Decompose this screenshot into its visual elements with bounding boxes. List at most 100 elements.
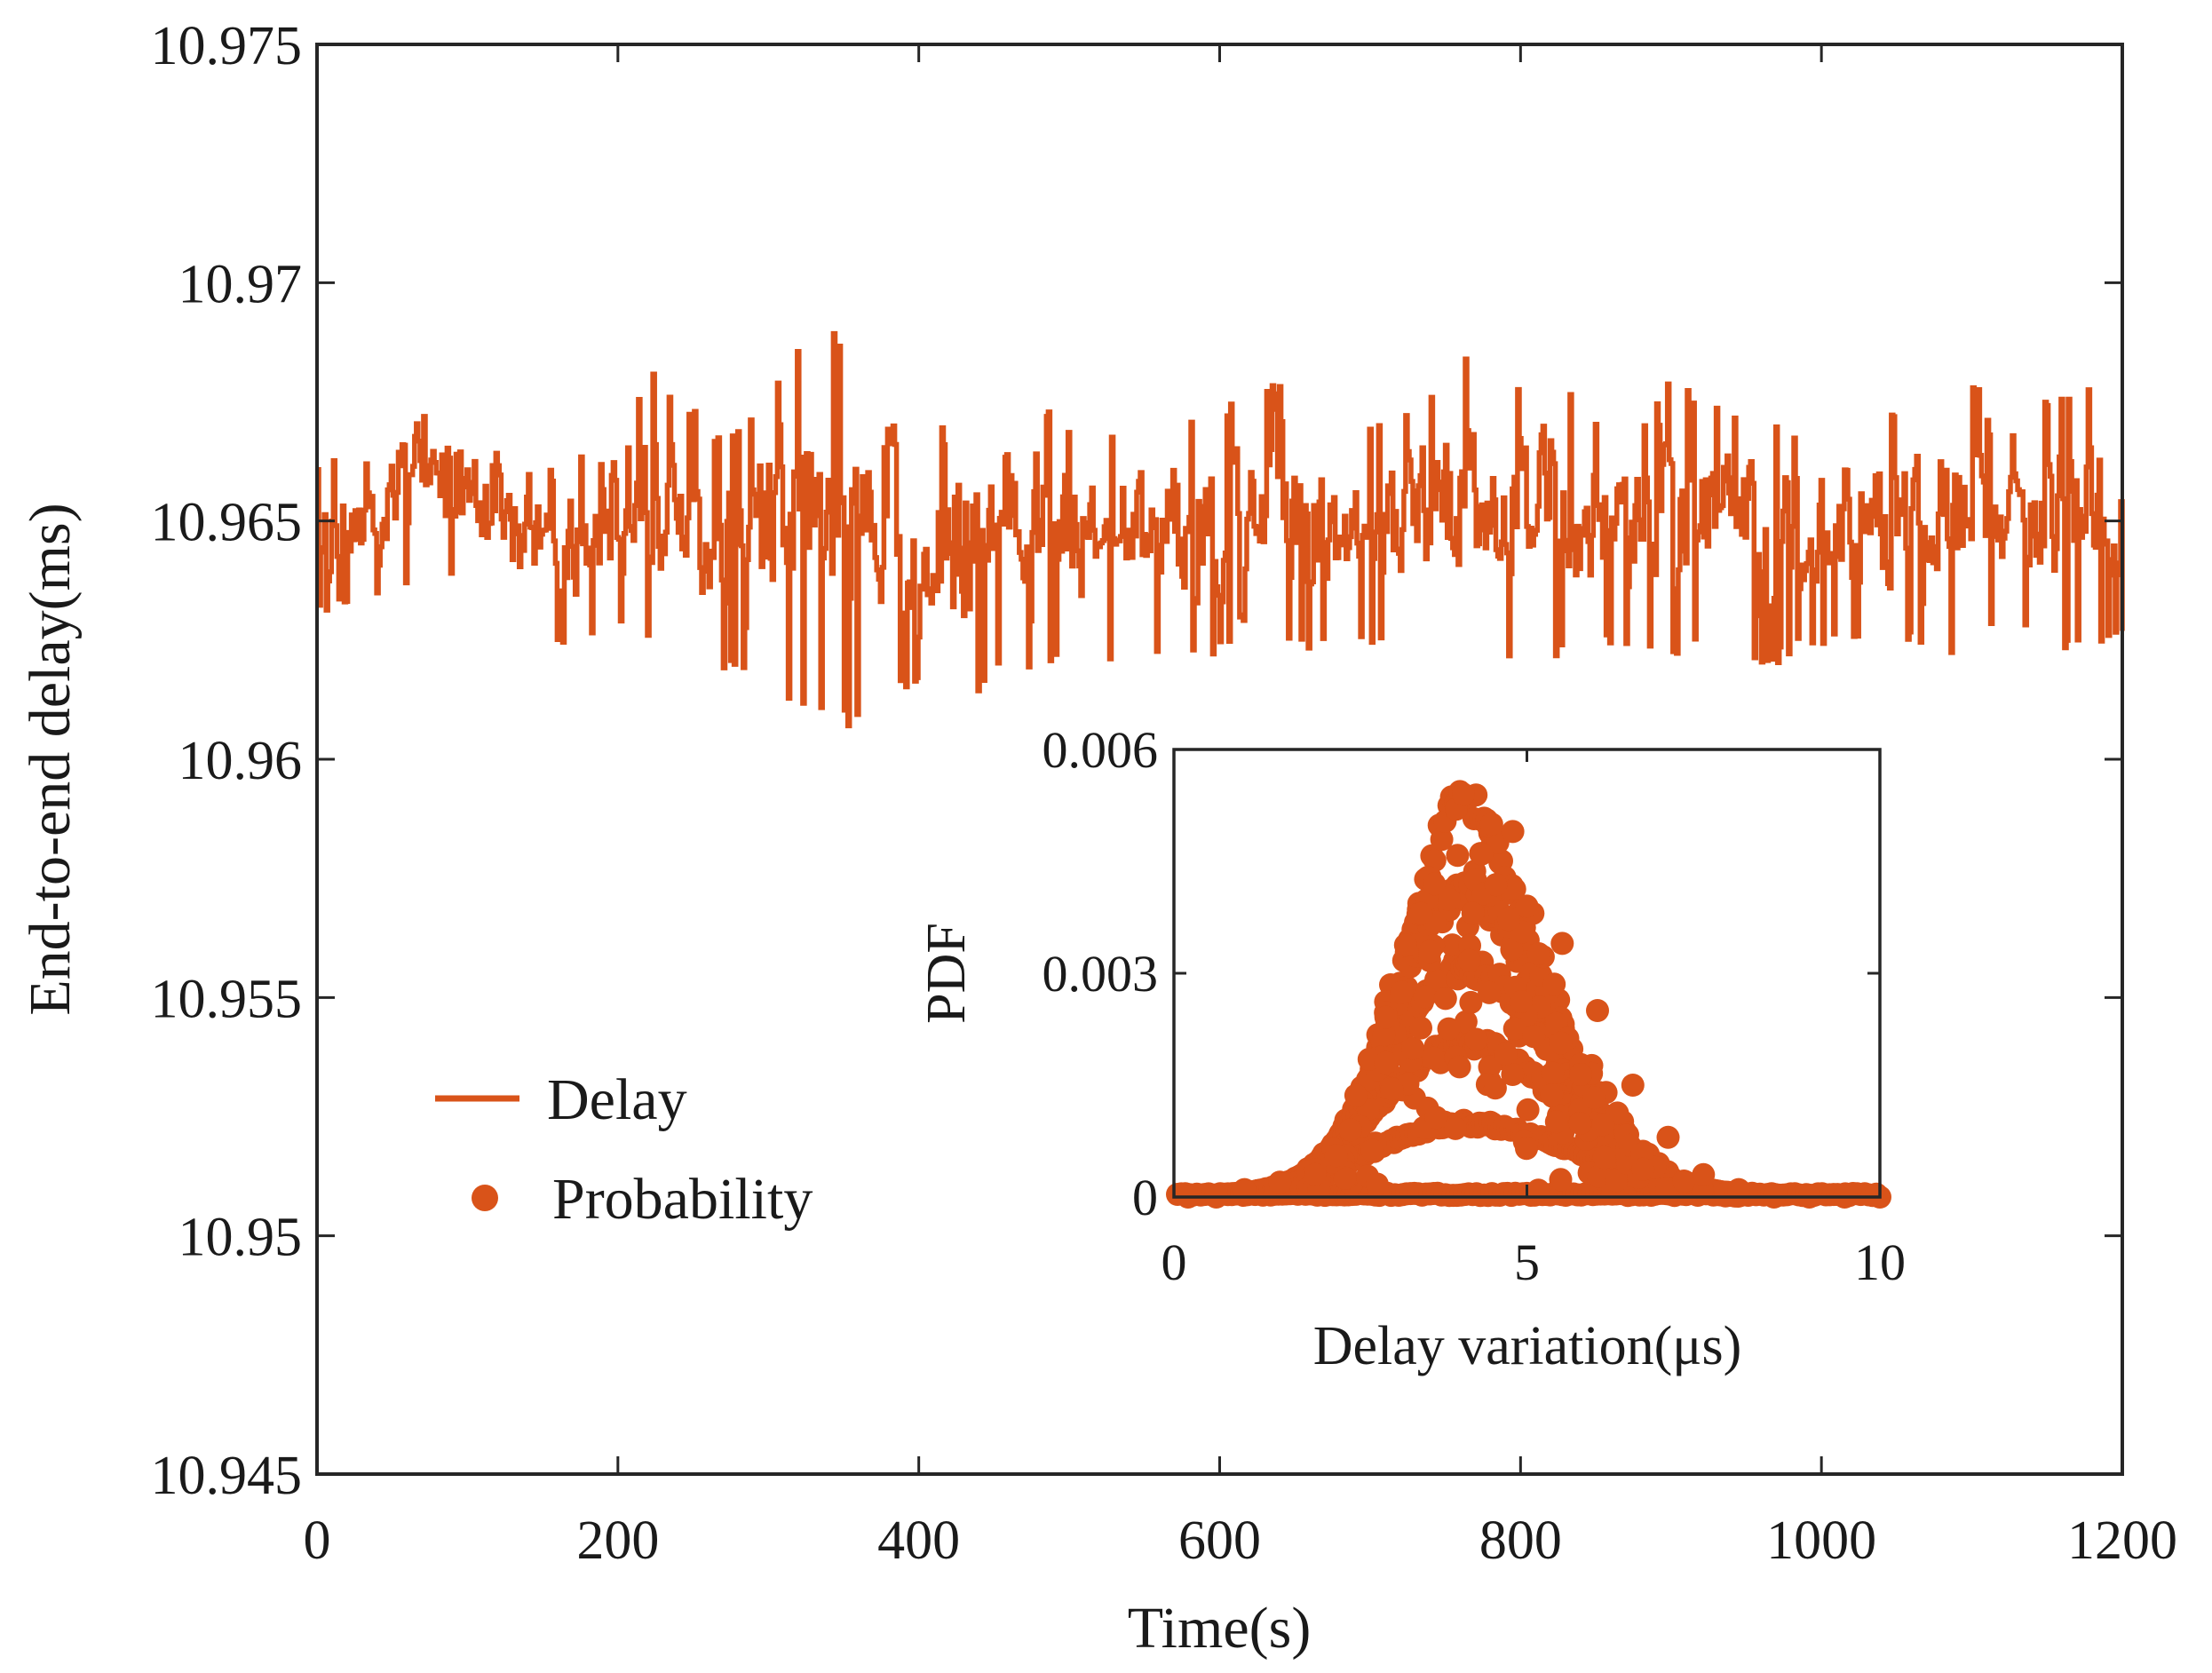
inset-x-ticks: 0 5 10 — [1161, 749, 1906, 1291]
y-tick-label: 10.95 — [178, 1208, 303, 1268]
pdf-point — [1446, 844, 1470, 868]
x-tick-label: 400 — [877, 1510, 960, 1571]
inset-x-tick-label: 10 — [1854, 1233, 1906, 1291]
pdf-point — [1390, 980, 1414, 1004]
pdf-point — [1526, 942, 1550, 965]
pdf-point — [1372, 1023, 1396, 1047]
x-axis-label: Time(s) — [1128, 1596, 1312, 1661]
pdf-point — [1438, 887, 1461, 911]
pdf-point — [1338, 1118, 1362, 1142]
pdf-point — [1522, 1025, 1546, 1049]
y-tick-label: 10.945 — [151, 1446, 303, 1506]
inset-x-tick-label: 5 — [1514, 1233, 1540, 1291]
pdf-point — [1540, 1083, 1564, 1106]
legend-label-probability: Probability — [552, 1167, 813, 1232]
main-x-ticks: 0 200 400 600 800 1000 1200 — [304, 44, 2177, 1571]
pdf-point — [1440, 933, 1464, 957]
pdf-point — [1401, 1036, 1425, 1060]
pdf-point — [1502, 877, 1526, 901]
pdf-point — [1447, 1055, 1471, 1079]
pdf-point — [1494, 1042, 1518, 1066]
pdf-point — [1621, 1074, 1645, 1097]
inset-x-axis-label: Delay variation(μs) — [1313, 1316, 1742, 1376]
legend-dot-marker — [472, 1185, 498, 1211]
y-tick-label: 10.975 — [151, 16, 303, 76]
pdf-point — [1549, 1031, 1573, 1055]
pdf-point — [1409, 1016, 1432, 1040]
pdf-point — [1479, 813, 1503, 836]
pdf-point — [1631, 1157, 1655, 1181]
pdf-point — [1656, 1125, 1680, 1149]
pdf-point — [1324, 1144, 1348, 1168]
pdf-point — [1502, 1017, 1526, 1041]
pdf-point — [1541, 1061, 1565, 1085]
pdf-point — [1478, 980, 1502, 1004]
inset-y-tick-label: 0.006 — [1043, 721, 1159, 779]
delay-series-group — [316, 330, 2125, 729]
pdf-point — [1692, 1162, 1716, 1186]
y-tick-label: 10.955 — [151, 969, 303, 1029]
y-tick-label: 10.97 — [178, 254, 303, 314]
pdf-point — [1422, 1046, 1445, 1070]
legend-label-delay: Delay — [547, 1067, 687, 1132]
pdf-point — [1478, 1055, 1502, 1079]
inset-chart: 0 5 10 0 0.003 0.006 Delay variation(μs) PDF — [916, 721, 1906, 1376]
pdf-point — [1424, 1106, 1448, 1130]
x-tick-label: 600 — [1178, 1510, 1261, 1571]
pdf-point — [1461, 901, 1485, 925]
pdf-point — [1592, 1146, 1616, 1170]
pdf-point — [1654, 1177, 1678, 1201]
pdf-point — [1452, 782, 1475, 806]
pdf-point — [1418, 940, 1442, 963]
pdf-point — [1470, 842, 1494, 866]
pdf-point — [1591, 1113, 1615, 1137]
main-chart: 0 200 400 600 800 1000 1200 10.94510.9510.9551… — [18, 16, 2177, 1661]
pdf-point — [1409, 901, 1433, 925]
pdf-point — [1374, 1051, 1398, 1074]
pdf-point — [1582, 1086, 1606, 1110]
pdf-point — [1605, 1169, 1628, 1193]
pdf-point — [1515, 894, 1539, 918]
pdf-point — [1550, 932, 1574, 955]
pdf-point — [1365, 1172, 1389, 1196]
x-tick-label: 800 — [1479, 1510, 1562, 1571]
pdf-point — [1304, 1162, 1327, 1186]
pdf-point — [1542, 972, 1566, 996]
y-tick-label: 10.96 — [178, 731, 303, 791]
inset-x-tick-label: 0 — [1161, 1233, 1187, 1291]
pdf-point — [1380, 1077, 1404, 1101]
pdf-point — [1437, 1017, 1461, 1041]
pdf-point — [1516, 1098, 1540, 1122]
delay-series-line — [316, 330, 2125, 729]
x-tick-label: 1200 — [2067, 1510, 2177, 1571]
pdf-point — [1501, 820, 1525, 844]
pdf-point — [1569, 1063, 1593, 1086]
y-axis-label: End-to-end delay(ms) — [18, 503, 83, 1015]
pdf-point — [1393, 933, 1417, 957]
inset-y-tick-label: 0.003 — [1043, 945, 1159, 1003]
pdf-point — [1672, 1170, 1696, 1193]
inset-y-tick-label: 0 — [1132, 1169, 1158, 1226]
pdf-point — [1544, 1110, 1568, 1134]
pdf-point — [1464, 1027, 1488, 1051]
pdf-point — [1374, 1005, 1398, 1029]
pdf-point — [1501, 1063, 1525, 1086]
x-tick-label: 0 — [304, 1510, 331, 1571]
pdf-point — [1423, 872, 1447, 896]
pdf-point — [1509, 990, 1533, 1013]
main-y-ticks: 10.945 10.95 10.955 10.96 10.965 10.97 10.975 — [151, 16, 2122, 1506]
pdf-point — [1457, 948, 1481, 972]
pdf-point — [1727, 1177, 1750, 1201]
pdf-point — [1333, 1166, 1357, 1190]
pdf-point — [1413, 985, 1437, 1009]
pdf-point — [1549, 1168, 1573, 1192]
y-tick-label: 10.965 — [151, 493, 303, 553]
pdf-point — [1587, 1164, 1611, 1188]
x-tick-label: 1000 — [1766, 1510, 1876, 1571]
pdf-point — [1459, 990, 1483, 1014]
inset-y-axis-label: PDF — [916, 923, 977, 1024]
inset-y-ticks: 0 0.003 0.006 — [1043, 721, 1880, 1226]
pdf-point — [1500, 938, 1524, 962]
pdf-point — [1568, 1112, 1592, 1135]
